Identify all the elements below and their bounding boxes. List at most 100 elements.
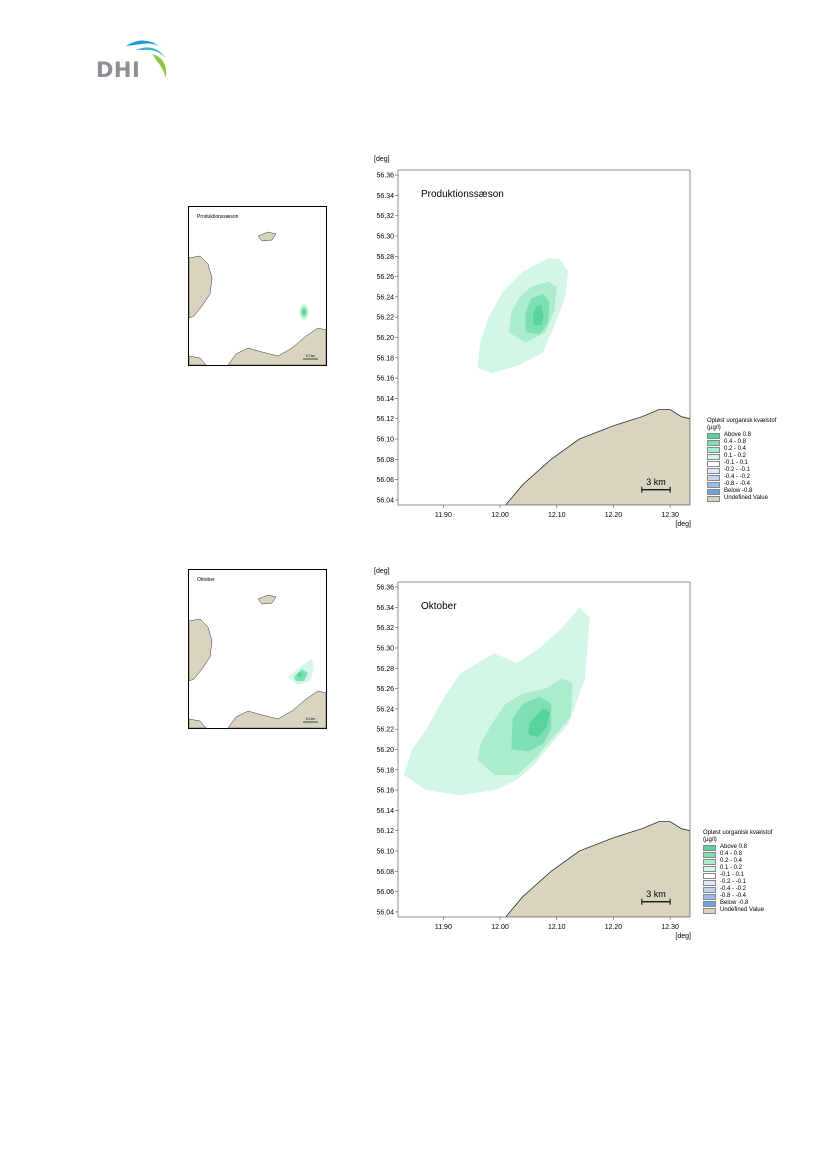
- y-tick-label: 56.30: [376, 645, 394, 652]
- legend-swatch: [703, 879, 716, 886]
- legend-swatch: [707, 467, 720, 474]
- legend-label: 0.1 - 0.2: [720, 865, 743, 871]
- legend-label: -0.1 - 0.1: [724, 460, 749, 466]
- legend-swatch: [707, 488, 720, 495]
- land-coastline: [505, 821, 690, 917]
- legend-label: Above 0.8: [724, 432, 752, 438]
- legend-label: -0.4 - -0.2: [720, 886, 747, 892]
- legend-label: -0.2 - -0.1: [724, 467, 751, 473]
- y-axis-label: [deg]: [374, 156, 390, 163]
- overview-land-west: [188, 618, 213, 682]
- legend-label: -0.8 - -0.4: [724, 481, 751, 487]
- overview-island: [257, 594, 277, 605]
- x-tick-label: 11.90: [435, 512, 452, 519]
- legend-swatch: [703, 872, 716, 879]
- y-tick-label: 56.14: [376, 808, 394, 815]
- legend-item: 0.2 - 0.4: [707, 446, 776, 453]
- legend-label: Below -0.8: [724, 488, 753, 494]
- y-tick-label: 56.20: [376, 747, 394, 754]
- y-tick-label: 56.32: [376, 213, 394, 220]
- legend-label: Below -0.8: [720, 900, 749, 906]
- legend-swatch: [707, 481, 720, 488]
- legend-label: 0.2 - 0.4: [720, 858, 743, 864]
- legend-swatch: [703, 886, 716, 893]
- x-tick-label: 11.90: [435, 924, 452, 931]
- legend-swatch: [707, 474, 720, 481]
- y-tick-label: 56.06: [376, 889, 394, 896]
- overview-map-october: Oktober 10 km: [188, 569, 327, 729]
- y-tick-label: 56.28: [376, 666, 394, 673]
- x-tick-label: 12.20: [605, 924, 623, 931]
- overview-island: [257, 231, 277, 242]
- x-tick-label: 12.20: [605, 512, 623, 519]
- y-tick-label: 56.18: [376, 355, 394, 362]
- y-tick-label: 56.08: [376, 457, 394, 464]
- y-tick-label: 56.06: [376, 477, 394, 484]
- y-tick-label: 56.16: [376, 788, 394, 795]
- x-tick-label: 12.10: [548, 512, 566, 519]
- legend-label: -0.8 - -0.4: [720, 893, 747, 899]
- legend-item: -0.4 - -0.2: [707, 474, 776, 481]
- overview-title: Produktionssæson: [197, 214, 239, 220]
- legend-label: -0.2 - -0.1: [720, 879, 747, 885]
- y-tick-label: 56.34: [376, 193, 394, 200]
- legend-october: Opløst uorganisk kvælstof (µg/l) Above 0…: [703, 830, 772, 914]
- x-tick-label: 12.10: [548, 924, 566, 931]
- land-coastline: [505, 409, 690, 505]
- logo-text: DHI: [96, 58, 141, 82]
- legend-label: Undefined Value: [724, 495, 768, 501]
- legend-label: Above 0.8: [720, 844, 748, 850]
- dhi-logo: DHI: [96, 36, 172, 82]
- legend-swatch: [707, 495, 720, 502]
- map-title: Produktionssæson: [421, 189, 504, 200]
- legend-item: Undefined Value: [703, 907, 772, 914]
- legend-title: Opløst uorganisk kvælstof: [703, 830, 773, 836]
- x-axis-label: [deg]: [675, 521, 691, 528]
- y-tick-label: 56.28: [376, 254, 394, 261]
- concentration-contour: [532, 305, 544, 326]
- x-axis-label: [deg]: [675, 933, 691, 940]
- y-tick-label: 56.04: [376, 497, 394, 504]
- y-tick-label: 56.36: [376, 173, 394, 180]
- x-tick-label: 12.30: [661, 512, 679, 519]
- legend-item: 0.1 - 0.2: [703, 865, 772, 872]
- legend-label: -0.4 - -0.2: [724, 474, 751, 480]
- y-axis-label: [deg]: [374, 568, 390, 575]
- legend-swatch: [703, 893, 716, 900]
- legend-swatch: [707, 439, 720, 446]
- y-tick-label: 56.26: [376, 274, 394, 281]
- legend-swatch: [703, 907, 716, 914]
- y-tick-label: 56.34: [376, 605, 394, 612]
- overview-scale-label: 10 km: [306, 354, 316, 358]
- x-tick-label: 12.30: [661, 924, 679, 931]
- y-tick-label: 56.16: [376, 376, 394, 383]
- legend-item: Above 0.8: [703, 844, 772, 851]
- legend-item: -0.1 - 0.1: [703, 872, 772, 879]
- legend-item: -0.2 - -0.1: [703, 879, 772, 886]
- legend-item: -0.1 - 0.1: [707, 460, 776, 467]
- legend-item: 0.4 - 0.8: [707, 439, 776, 446]
- legend-item: 0.4 - 0.8: [703, 851, 772, 858]
- overview-land-south: [227, 327, 327, 366]
- legend-swatch: [707, 446, 720, 453]
- overview-map-production-season: Produktionssæson 10 km: [188, 206, 327, 366]
- y-tick-label: 56.26: [376, 686, 394, 693]
- legend-item: Above 0.8: [707, 432, 776, 439]
- legend-swatch: [707, 432, 720, 439]
- y-tick-label: 56.04: [376, 909, 394, 916]
- legend-title: Opløst uorganisk kvælstof: [707, 418, 777, 424]
- legend-label: 0.4 - 0.8: [724, 439, 747, 445]
- map-title: Oktober: [421, 601, 457, 612]
- legend-swatch: [703, 851, 716, 858]
- dhi-wave-icon: [126, 40, 167, 78]
- legend-label: -0.1 - 0.1: [720, 872, 745, 878]
- y-tick-label: 56.22: [376, 727, 394, 734]
- legend-label: 0.4 - 0.8: [720, 851, 743, 857]
- legend-production-season: Opløst uorganisk kvælstof (µg/l) Above 0…: [707, 418, 776, 502]
- y-tick-label: 56.36: [376, 585, 394, 592]
- legend-label: 0.1 - 0.2: [724, 453, 747, 459]
- x-tick-label: 12.00: [491, 924, 509, 931]
- y-tick-label: 56.24: [376, 294, 394, 301]
- y-tick-label: 56.08: [376, 869, 394, 876]
- y-tick-label: 56.24: [376, 706, 394, 713]
